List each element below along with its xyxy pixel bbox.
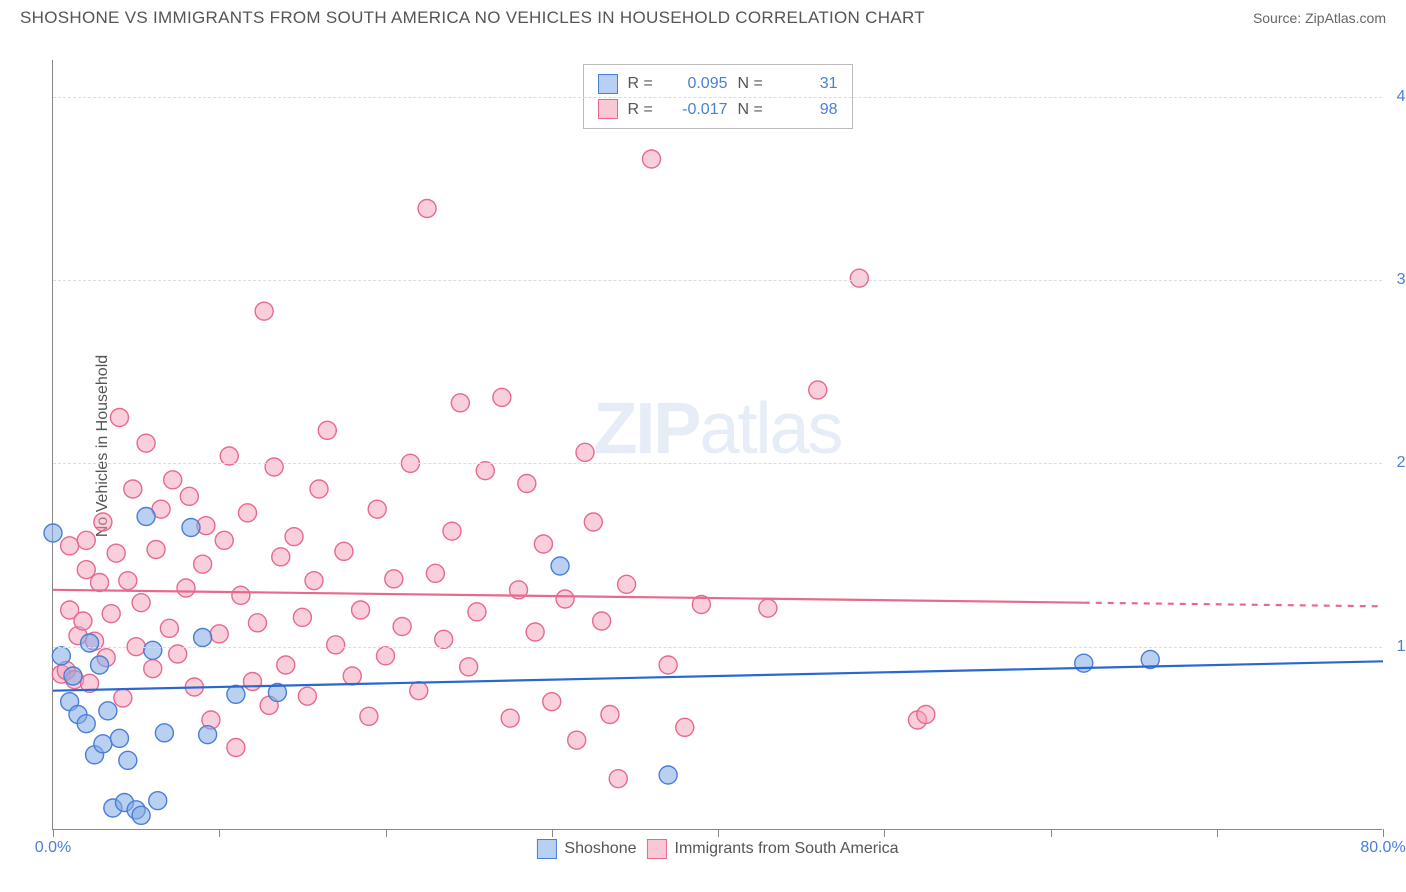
swatch-shoshone-icon <box>536 839 556 859</box>
x-tick-label: 80.0% <box>1360 839 1405 857</box>
gridline <box>53 463 1382 464</box>
source-attribution: Source: ZipAtlas.com <box>1253 10 1386 26</box>
scatter-svg <box>53 60 1383 830</box>
gridline <box>53 647 1382 648</box>
swatch-immigrants-icon <box>646 839 666 859</box>
x-tick <box>884 829 885 837</box>
swatch-immigrants <box>598 99 618 119</box>
chart-plot-area: ZIPatlas R = 0.095 N = 31 R = -0.017 N =… <box>52 60 1382 830</box>
y-tick-label: 20.0% <box>1397 454 1406 472</box>
y-tick-label: 30.0% <box>1397 271 1406 289</box>
legend-item-immigrants: Immigrants from South America <box>646 839 898 859</box>
y-tick-label: 10.0% <box>1397 638 1406 656</box>
legend-row-shoshone: R = 0.095 N = 31 <box>598 71 838 97</box>
x-tick <box>552 829 553 837</box>
x-tick <box>1217 829 1218 837</box>
x-tick <box>386 829 387 837</box>
legend-item-shoshone: Shoshone <box>536 839 636 859</box>
legend-row-immigrants: R = -0.017 N = 98 <box>598 97 838 123</box>
chart-title: SHOSHONE VS IMMIGRANTS FROM SOUTH AMERIC… <box>20 8 925 28</box>
x-tick <box>718 829 719 837</box>
y-tick-label: 40.0% <box>1397 88 1406 106</box>
swatch-shoshone <box>598 74 618 94</box>
x-tick <box>1383 829 1384 837</box>
x-tick <box>53 829 54 837</box>
x-tick <box>1051 829 1052 837</box>
series-legend: Shoshone Immigrants from South America <box>536 839 898 859</box>
x-tick-label: 0.0% <box>35 839 71 857</box>
x-tick <box>219 829 220 837</box>
gridline <box>53 97 1382 98</box>
gridline <box>53 280 1382 281</box>
